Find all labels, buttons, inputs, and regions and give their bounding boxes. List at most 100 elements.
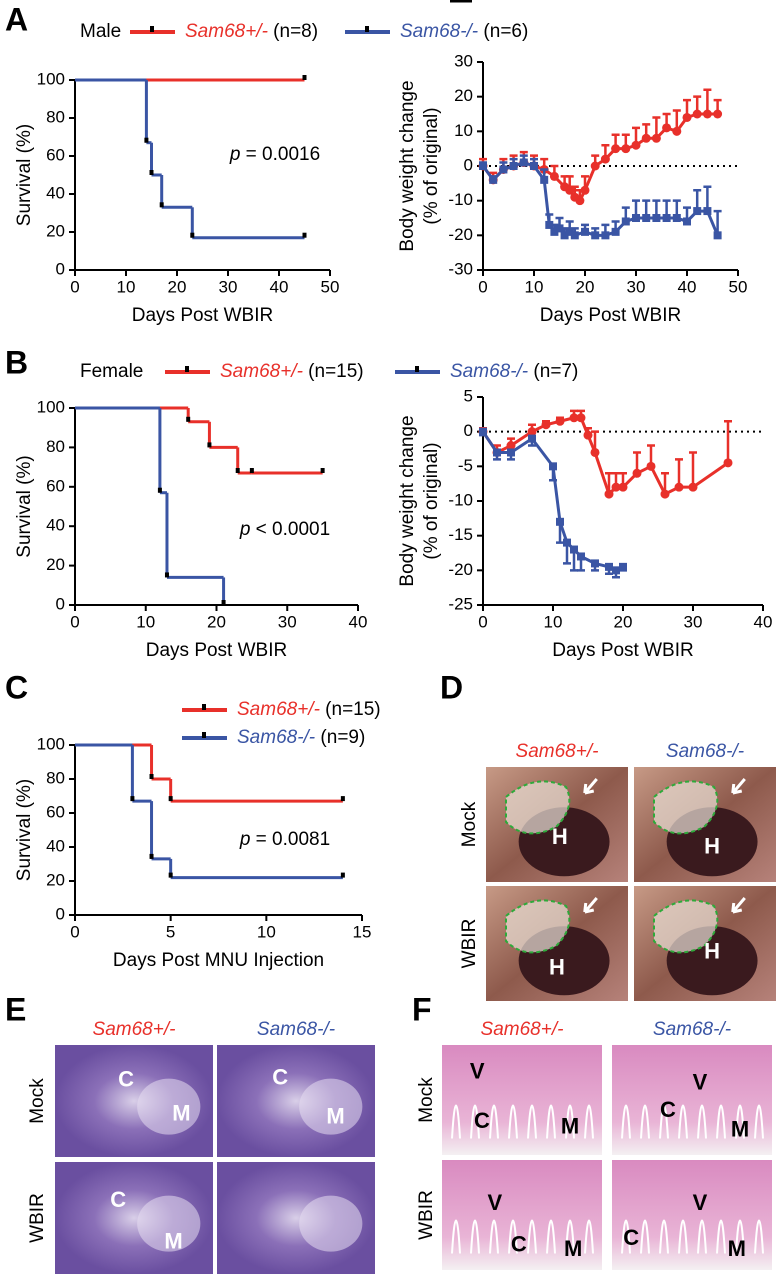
error-bar: [713, 209, 722, 236]
villus: [659, 1219, 669, 1254]
point: [581, 227, 589, 236]
error-bar: [689, 451, 697, 488]
row-label: Mock: [27, 1078, 48, 1124]
thymus-outline: [653, 780, 719, 835]
x-tick-label: 0: [478, 277, 487, 296]
x-tick-label: 20: [168, 277, 187, 296]
y-tick-label: 20: [46, 870, 65, 889]
p-value: p = 0.0016: [229, 144, 320, 165]
arrow: [731, 778, 746, 795]
point: [618, 482, 628, 492]
x-axis-title: Days Post WBIR: [540, 305, 681, 326]
legend-label: Sam68+/- (n=15): [220, 361, 364, 382]
x-tick-label: 40: [678, 277, 697, 296]
y-tick-label: 80: [46, 437, 65, 456]
censor-mark: [130, 796, 135, 802]
villus: [470, 1104, 480, 1139]
row-label: Mock: [459, 801, 480, 847]
point: [540, 175, 549, 184]
point: [479, 162, 487, 170]
villus: [584, 1104, 594, 1139]
point: [556, 517, 564, 526]
column-label: Sam68-/-: [653, 1019, 731, 1040]
y-tick-label: -5: [458, 456, 473, 475]
legend-title: Female: [80, 361, 143, 382]
villus: [716, 1104, 726, 1139]
medulla: [299, 1195, 363, 1252]
villus: [584, 1219, 594, 1254]
point: [632, 214, 640, 222]
y-axis-title: Body weight change: [397, 415, 418, 586]
point: [545, 220, 554, 229]
legend-label: Sam68-/- (n=7): [450, 361, 578, 382]
point: [519, 158, 528, 167]
point: [590, 447, 600, 457]
villus: [451, 1104, 461, 1139]
legend-label: Sam68+/- (n=8): [185, 21, 318, 42]
censor-mark: [159, 202, 164, 208]
point: [549, 171, 559, 181]
medulla: [137, 1195, 201, 1252]
point: [493, 448, 501, 457]
column-label: Sam68+/-: [481, 1019, 564, 1040]
region-label: C: [118, 1067, 134, 1092]
censor-mark: [144, 137, 149, 143]
panel-label: A: [5, 1, 28, 37]
y-tick-label: -10: [448, 490, 473, 509]
point: [604, 489, 614, 499]
legend-marker: [185, 366, 189, 372]
x-tick-label: 40: [270, 277, 289, 296]
point: [555, 416, 565, 426]
x-tick-label: 30: [627, 277, 646, 296]
x-tick-label: 5: [166, 922, 175, 941]
censor-mark: [207, 442, 212, 448]
point: [702, 109, 712, 119]
region-label: M: [561, 1113, 579, 1138]
legend-label: Sam68-/- (n=6): [400, 21, 528, 42]
y-axis-title: Survival (%): [14, 455, 35, 557]
row-label: WBIR: [416, 1190, 437, 1240]
censor-mark: [302, 75, 307, 80]
villus: [489, 1104, 499, 1139]
villus: [735, 1219, 745, 1254]
point: [583, 430, 593, 440]
point: [605, 562, 613, 571]
censor-mark: [149, 774, 154, 779]
x-tick-label: 20: [614, 612, 633, 631]
x-tick-label: 30: [684, 612, 703, 631]
y-tick-label: 60: [46, 802, 65, 821]
legend-marker: [365, 26, 369, 32]
x-tick-label: 10: [257, 922, 276, 941]
x-tick-label: 40: [349, 612, 368, 631]
villus: [659, 1104, 669, 1139]
x-tick-label: 15: [353, 922, 372, 941]
point: [631, 140, 641, 150]
region-label: H: [552, 824, 568, 849]
y-tick-label: -25: [448, 594, 473, 613]
region-label: M: [728, 1236, 746, 1261]
point: [688, 482, 698, 492]
y-tick-label: -10: [448, 190, 473, 209]
point: [660, 489, 670, 499]
villus: [546, 1219, 556, 1254]
region-label: C: [474, 1108, 490, 1133]
point: [621, 217, 630, 226]
region-label: H: [549, 955, 565, 980]
x-tick-label: 50: [729, 277, 748, 296]
villus: [640, 1219, 650, 1254]
y-tick-label: 0: [464, 421, 473, 440]
x-axis-title: Days Post WBIR: [146, 640, 287, 661]
x-tick-label: 10: [544, 612, 563, 631]
y-axis-title: (% of original): [421, 107, 442, 224]
point: [662, 214, 671, 222]
villus: [754, 1219, 764, 1254]
point: [662, 123, 672, 133]
region-label: M: [164, 1228, 182, 1253]
censor-mark: [235, 468, 240, 474]
x-tick-label: 10: [136, 612, 155, 631]
error-bar: [703, 185, 712, 212]
x-tick-label: 0: [70, 922, 79, 941]
villus: [527, 1219, 537, 1254]
villus: [697, 1104, 707, 1139]
legend-label: Sam68+/- (n=15): [237, 699, 381, 720]
